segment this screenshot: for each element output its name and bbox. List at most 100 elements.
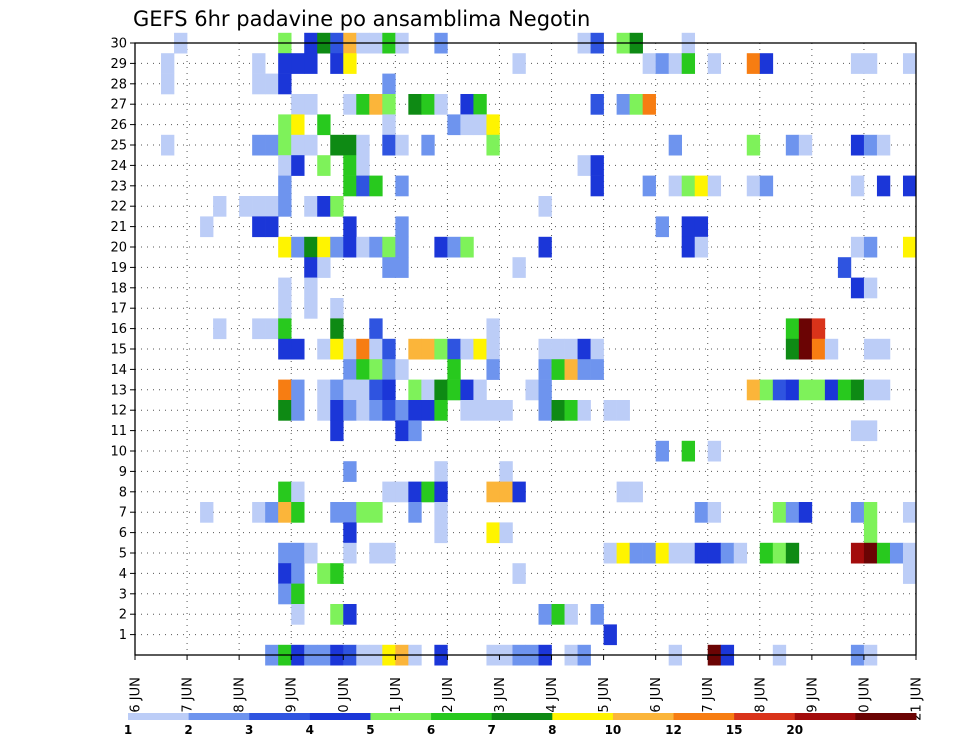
heatmap-cell [681,53,696,74]
heatmap-cell [278,134,292,156]
heatmap-cell [304,196,318,217]
heatmap-cell [681,542,696,564]
heatmap-cell [343,604,357,625]
heatmap-cell [473,114,487,136]
heatmap-cell [252,502,266,523]
heatmap-cell [291,53,305,74]
heatmap-cell [356,94,370,115]
heatmap-cell [343,502,357,523]
heatmap-cell [447,236,461,258]
x-tick-label: 14 JUN [545,677,560,721]
heatmap-cell [304,53,318,74]
heatmap-cell [863,542,878,564]
heatmap-cell [434,461,448,482]
heatmap-cell [785,134,800,156]
colorbar-swatch [491,713,553,720]
heatmap-cell [590,338,604,360]
heatmap-cell [538,338,552,360]
heatmap-cell [421,481,435,503]
heatmap-cell [304,542,318,564]
heatmap-cell [512,481,526,503]
y-tick-label: 23 [110,179,127,194]
heatmap-cell [460,400,474,421]
heatmap-cell [811,338,826,360]
heatmap-cell [382,481,396,503]
heatmap-cell [863,53,878,74]
heatmap-cell [876,338,891,360]
heatmap-cell [707,175,722,197]
y-tick-label: 16 [110,322,127,337]
colorbar-swatch [673,713,735,720]
colorbar-swatch [309,713,371,720]
heatmap-cell [538,604,552,625]
y-tick-label: 27 [110,98,127,113]
heatmap-cell [265,216,279,238]
heatmap-cell [746,175,761,197]
colorbar-label: 12 [665,723,682,737]
colorbar-swatch [734,713,796,720]
heatmap-cell [265,134,279,156]
heatmap-cell [278,318,292,340]
heatmap-cell [343,236,357,258]
heatmap-cell [291,155,305,176]
heatmap-cell [564,359,578,380]
heatmap-cell [512,53,526,74]
colorbar-label: 7 [488,723,496,737]
heatmap-cell [317,257,331,278]
heatmap-cell [304,298,318,319]
heatmap-cell [642,175,656,197]
colorbar-label: 8 [548,723,556,737]
heatmap-cell [447,114,461,136]
y-tick-label: 24 [110,159,127,174]
y-tick-label: 26 [110,118,127,133]
heatmap-cell [759,379,774,401]
heatmap-cell [863,338,878,360]
x-tick-label: 08 JUN [233,677,248,721]
heatmap-cell [876,379,891,401]
heatmap-cell [330,502,344,523]
colorbar-swatch [370,713,432,720]
heatmap-cell [590,359,604,380]
x-tick-label: 11 JUN [389,677,404,721]
heatmap-cell [486,134,500,156]
heatmap-cell [876,175,891,197]
heatmap-cell [252,216,266,238]
heatmap-cell [564,400,578,421]
x-tick-label: 17 JUN [701,677,716,721]
y-tick-label: 15 [110,343,127,358]
heatmap-cell [850,379,865,401]
heatmap-cell [538,196,552,217]
heatmap-cell [577,155,591,176]
heatmap-cell [291,236,305,258]
heatmap-cell [590,155,604,176]
heatmap-cell [473,379,487,401]
heatmap-cell [668,53,682,74]
axis-ticks: 1234567891011121314151617181920212223242… [110,37,924,721]
heatmap-cell [395,481,409,503]
heatmap-cell [291,583,305,605]
heatmap-cell [486,359,500,380]
heatmap-cell [902,563,917,584]
heatmap-cell [694,542,709,564]
heatmap-cell [655,440,669,462]
heatmap-cell [239,196,253,217]
heatmap-cell [863,379,878,401]
heatmap-cell [395,359,409,380]
heatmap-cell [291,542,305,564]
heatmap-cell [785,338,800,360]
heatmap-cell [629,94,643,115]
heatmap-cell [265,502,279,523]
heatmap-cell [343,359,357,380]
heatmap-cell [746,134,761,156]
heatmap-cell [395,400,409,421]
heatmap-cell [707,502,722,523]
heatmap-cell [850,542,865,564]
heatmap-cell [447,359,461,380]
heatmap-cell [369,94,383,115]
heatmap-cell [382,134,396,156]
heatmap-cell [304,257,318,278]
heatmap-cell [252,134,266,156]
heatmap-cell [577,359,591,380]
heatmap-cell [395,134,409,156]
